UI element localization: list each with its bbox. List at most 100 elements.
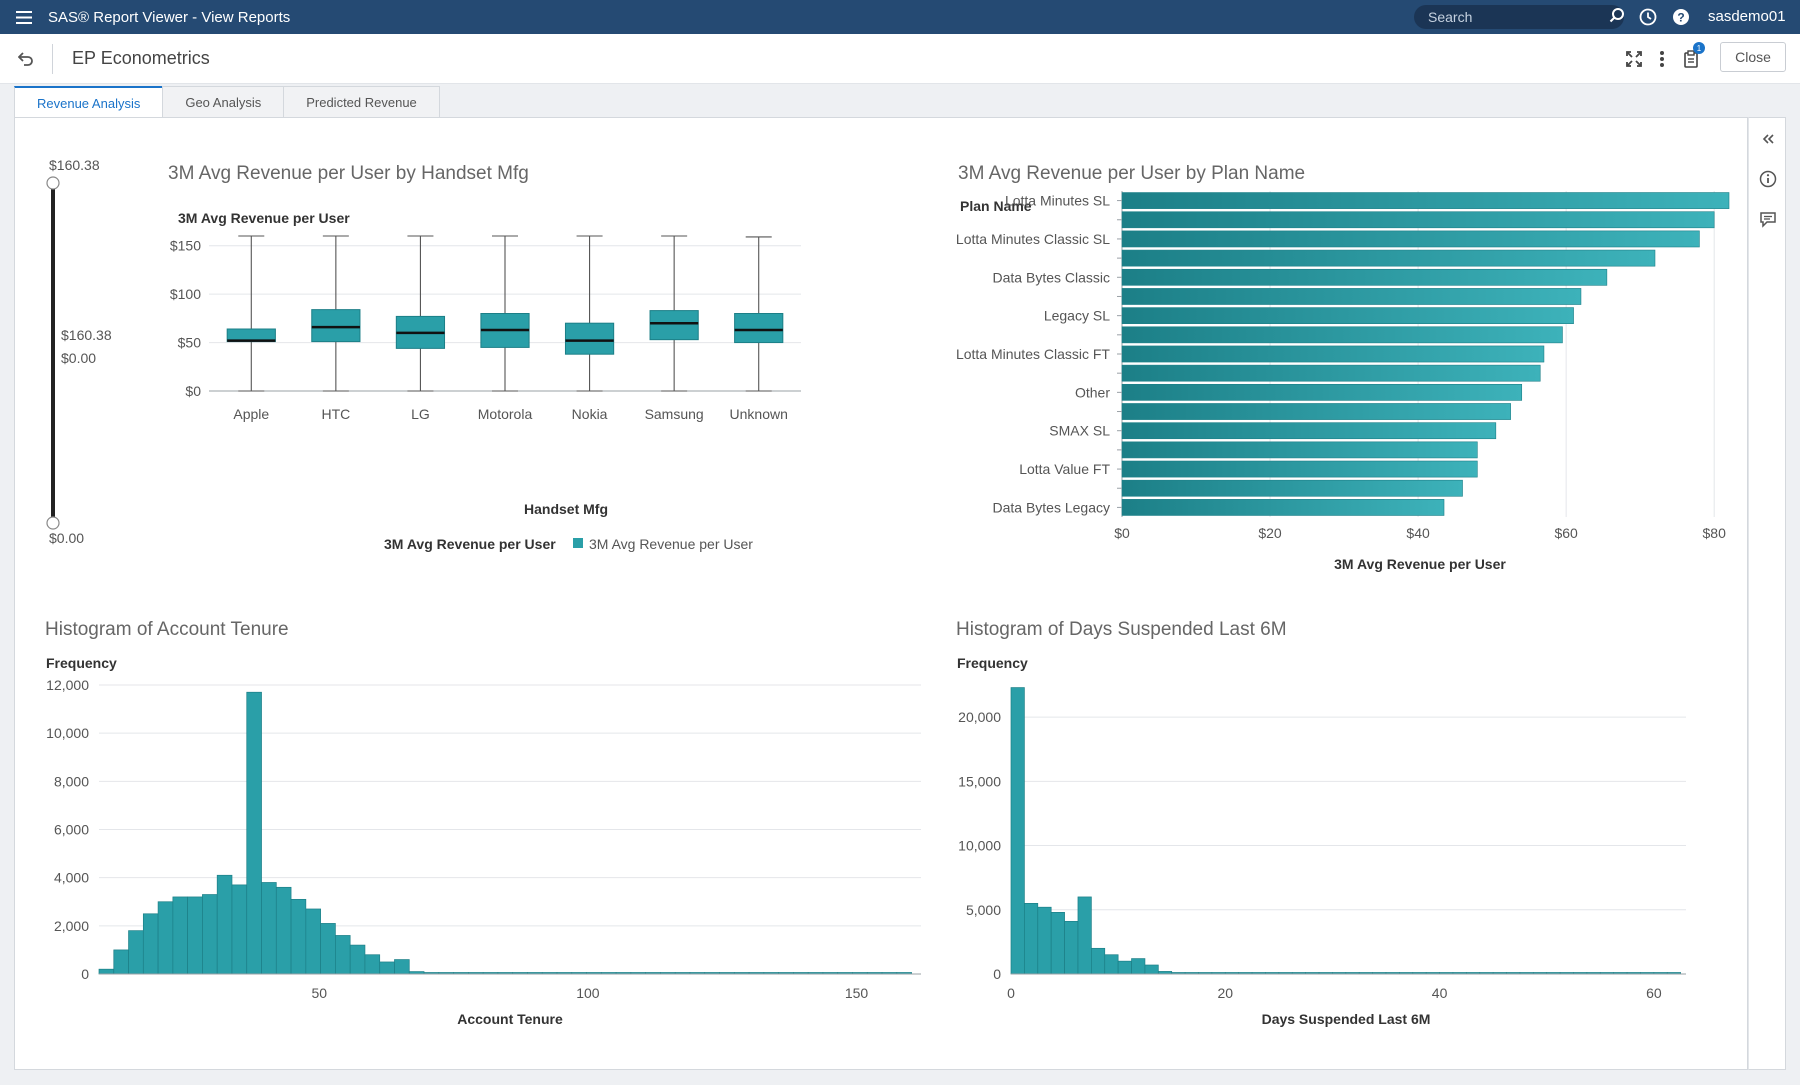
info-icon[interactable] <box>1757 168 1779 190</box>
y-axis-title: Frequency <box>957 655 1028 671</box>
fullscreen-icon[interactable] <box>1623 48 1645 70</box>
bar <box>1121 422 1497 440</box>
tab-predicted-revenue[interactable]: Predicted Revenue <box>283 86 440 118</box>
more-options-icon[interactable] <box>1651 48 1673 70</box>
x-tick-label: Apple <box>233 406 269 422</box>
back-icon[interactable] <box>14 48 38 70</box>
x-axis-title: Handset Mfg <box>524 501 608 517</box>
x-axis-title: Account Tenure <box>457 1011 563 1027</box>
slider-handle-high[interactable] <box>46 176 60 190</box>
chart-title: Histogram of Days Suspended Last 6M <box>956 619 1287 640</box>
charts-svg: $160.38 $160.38 $0.00 $0.00 3M Avg Reven… <box>45 157 1730 1027</box>
y-tick-label: Lotta Minutes Classic FT <box>956 346 1110 362</box>
tab-geo-analysis[interactable]: Geo Analysis <box>162 86 285 118</box>
slider-handle-low[interactable] <box>46 516 60 530</box>
histogram-bar <box>1131 958 1146 975</box>
box <box>734 313 784 344</box>
user-menu[interactable]: sasdemo01 <box>1708 8 1786 25</box>
histogram-bar <box>394 959 410 975</box>
slider-current-low: $0.00 <box>61 350 96 366</box>
bar <box>1121 441 1478 459</box>
y-tick-label: Other <box>1075 384 1110 400</box>
x-tick-label: $60 <box>1554 525 1578 541</box>
histogram-bar <box>1064 920 1079 975</box>
menu-icon[interactable] <box>0 0 48 34</box>
x-tick-label: $80 <box>1703 525 1727 541</box>
bar <box>1121 192 1730 209</box>
search-box[interactable] <box>1414 5 1624 29</box>
x-tick-label: 150 <box>845 985 869 1001</box>
x-tick-label: $20 <box>1258 525 1282 541</box>
histogram-bar <box>1050 911 1065 975</box>
legend-swatch <box>573 538 583 548</box>
histogram-bar <box>335 935 351 975</box>
histogram-bar <box>216 874 233 975</box>
histogram-bar <box>275 886 292 975</box>
y-tick-label: Data Bytes Legacy <box>992 499 1110 515</box>
x-axis-title: 3M Avg Revenue per User <box>1334 556 1506 572</box>
bar <box>1121 268 1608 286</box>
bar <box>1121 460 1478 478</box>
histogram-bar <box>246 691 262 975</box>
histogram-bar <box>231 884 248 975</box>
x-tick-label: 100 <box>576 985 600 1001</box>
y-tick-label: 0 <box>993 966 1001 982</box>
box-plot-handset-mfg: 3M Avg Revenue per User by Handset Mfg 3… <box>168 163 801 552</box>
close-button[interactable]: Close <box>1720 42 1786 72</box>
x-axis-title: Days Suspended Last 6M <box>1262 1011 1431 1027</box>
bar <box>1121 307 1574 325</box>
histogram-bar <box>305 908 321 975</box>
slider-min-label: $0.00 <box>49 530 84 546</box>
histogram-bar <box>1077 896 1092 975</box>
x-tick-label: 60 <box>1646 985 1662 1001</box>
histogram-bar <box>113 949 129 975</box>
x-tick-label: LG <box>411 406 430 422</box>
x-tick-label: $40 <box>1406 525 1430 541</box>
y-axis-title: 3M Avg Revenue per User <box>178 210 350 226</box>
bar <box>1121 326 1563 344</box>
histogram-bar <box>1037 906 1052 975</box>
search-icon[interactable] <box>1609 7 1625 28</box>
histogram-bar <box>1117 960 1132 975</box>
y-tick-label: 20,000 <box>958 709 1001 725</box>
box <box>311 309 361 343</box>
bar <box>1121 383 1523 401</box>
help-icon[interactable]: ? <box>1670 6 1692 28</box>
chart-title: 3M Avg Revenue per User by Plan Name <box>958 163 1305 184</box>
y-tick-label: Lotta Minutes SL <box>1005 193 1110 209</box>
y-tick-label: 8,000 <box>54 773 89 789</box>
collapse-pane-icon[interactable] <box>1757 128 1779 150</box>
slider-max-label: $160.38 <box>49 157 100 173</box>
header-divider <box>52 44 53 74</box>
y-tick-label: 4,000 <box>54 870 89 886</box>
histogram-days-suspended: Histogram of Days Suspended Last 6M Freq… <box>956 619 1686 1027</box>
y-axis-title: Frequency <box>46 655 117 671</box>
bar <box>1121 479 1463 497</box>
notification-badge: 1 <box>1693 42 1705 54</box>
search-input[interactable] <box>1428 9 1609 25</box>
bar <box>1121 499 1445 516</box>
histogram-bar <box>349 944 366 975</box>
report-notes-icon[interactable] <box>1680 48 1702 70</box>
y-tick-label: $0 <box>185 383 201 399</box>
app-bar: SAS® Report Viewer - View Reports ? sasd… <box>0 0 1800 34</box>
x-tick-label: 0 <box>1007 985 1015 1001</box>
tab-revenue-analysis[interactable]: Revenue Analysis <box>14 86 164 118</box>
histogram-bar <box>1024 903 1039 975</box>
bar <box>1121 249 1656 267</box>
history-icon[interactable] <box>1637 6 1659 28</box>
box <box>564 322 615 355</box>
x-tick-label: 20 <box>1217 985 1233 1001</box>
x-tick-label: Unknown <box>730 406 788 422</box>
comments-icon[interactable] <box>1757 208 1779 230</box>
chart-title: Histogram of Account Tenure <box>45 619 289 640</box>
y-tick-label: 10,000 <box>958 838 1001 854</box>
y-tick-label: $100 <box>170 286 201 302</box>
y-tick-label: 5,000 <box>966 902 1001 918</box>
y-tick-label: 2,000 <box>54 918 89 934</box>
box <box>649 310 699 341</box>
x-tick-label: HTC <box>321 406 350 422</box>
histogram-bar <box>379 961 395 975</box>
revenue-range-slider[interactable]: $160.38 $160.38 $0.00 $0.00 <box>46 157 112 546</box>
legend: 3M Avg Revenue per User 3M Avg Revenue p… <box>384 536 753 552</box>
